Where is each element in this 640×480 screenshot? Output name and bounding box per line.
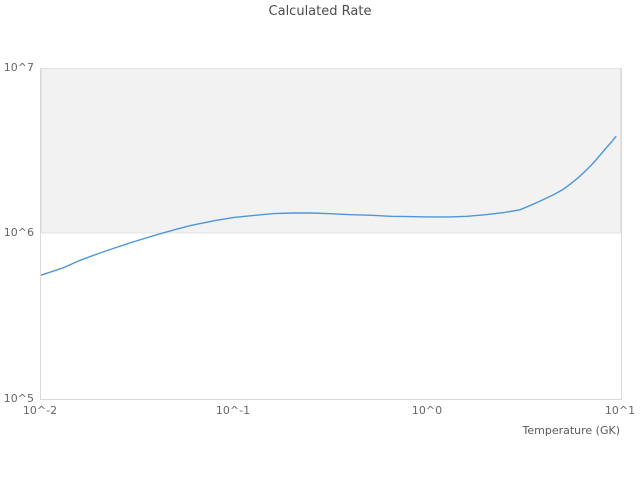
x-axis-title: Temperature (GK) bbox=[522, 424, 621, 437]
chart-title: Calculated Rate bbox=[268, 4, 372, 19]
rate-line bbox=[41, 135, 617, 276]
y-tick-label-1e5: 10^5 bbox=[3, 392, 34, 405]
decade-band bbox=[41, 68, 621, 234]
x-tick-label-1e1: 10^1 bbox=[604, 404, 636, 417]
y-tick-label-1e7: 10^7 bbox=[3, 61, 34, 74]
y-tick-label-1e6: 10^6 bbox=[3, 226, 34, 239]
x-tick-label-1e0: 10^0 bbox=[411, 404, 443, 417]
x-tick-label-1e-2: 10^-2 bbox=[22, 404, 58, 417]
x-tick-label-1e-1: 10^-1 bbox=[215, 404, 251, 417]
plot-area bbox=[40, 68, 622, 400]
plot-canvas bbox=[41, 68, 621, 276]
